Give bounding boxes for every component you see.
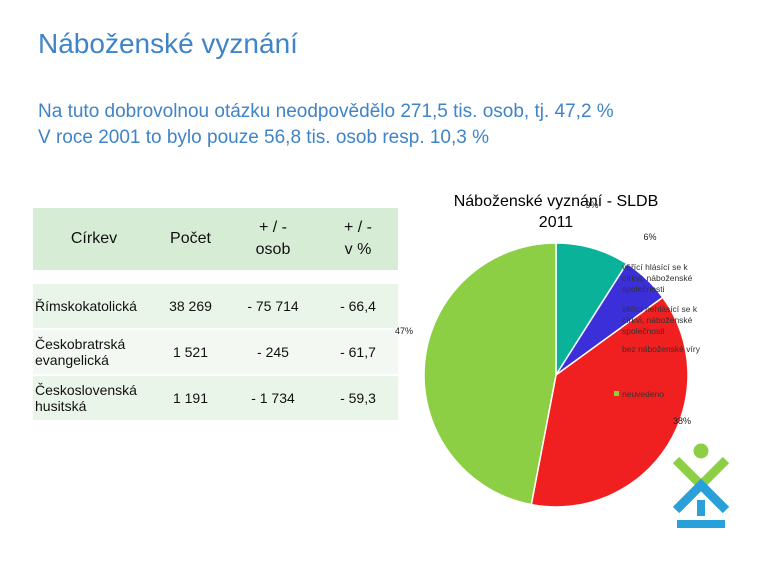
header-change-persons: + / - osob bbox=[228, 208, 318, 284]
pie-percent-label-2: 6% bbox=[643, 232, 656, 242]
header-count-label: Počet bbox=[170, 230, 211, 247]
pie-slice-5 bbox=[423, 242, 557, 506]
pie-percent-label-3: 38% bbox=[673, 416, 691, 426]
table-header-row: Církev Počet + / - osob + / - v % bbox=[33, 208, 398, 284]
chart-title-line-2: 2011 bbox=[539, 214, 574, 231]
cell-change-persons: - 245 bbox=[228, 329, 318, 376]
header-line-2: osob bbox=[255, 241, 291, 258]
cell-change-persons: - 75 714 bbox=[228, 277, 318, 330]
header-line-1: + / - bbox=[258, 219, 287, 236]
legend-label-5: neuvedeno bbox=[622, 389, 664, 399]
cell-count: 1 191 bbox=[153, 375, 228, 422]
czso-logo-icon bbox=[672, 443, 730, 528]
header-line-2: v % bbox=[344, 241, 372, 258]
header-church-label: Církev bbox=[70, 230, 118, 247]
header-line-1: + / - bbox=[343, 219, 372, 236]
pie-percent-labels: 9% 6% 38% 47% bbox=[395, 200, 691, 426]
cell-church: Českobratrská evangelická bbox=[33, 329, 153, 376]
intro-line-1: Na tuto dobrovolnou otázku neodpovědělo … bbox=[38, 101, 614, 122]
pie-percent-label-1: 9% bbox=[585, 200, 598, 210]
legend-label-2: věřící nehlásící se k církvi, náboženské s… bbox=[622, 304, 698, 336]
table-row: Českobratrská evangelická 1 521 - 245 - … bbox=[33, 329, 398, 376]
legend-marker-1 bbox=[614, 264, 619, 269]
table-row: Československá husitská 1 191 - 1 734 - … bbox=[33, 375, 398, 422]
header-change-percent: + / - v % bbox=[318, 208, 398, 284]
legend-label-1: věřící hlásící se k církvi, náboženské spo… bbox=[622, 262, 693, 294]
legend-label-3: bez náboženské víry bbox=[622, 344, 701, 354]
cell-count: 38 269 bbox=[153, 277, 228, 330]
church-table: Církev Počet + / - osob + / - v % Římskoka… bbox=[33, 208, 398, 422]
pie-slices bbox=[423, 242, 689, 508]
cell-change-percent: - 66,4 bbox=[318, 277, 398, 330]
intro-text: Na tuto dobrovolnou otázku neodpovědělo … bbox=[38, 99, 738, 151]
cell-church: Římskokatolická bbox=[33, 277, 153, 330]
pie-slice-3 bbox=[530, 296, 689, 508]
table-row: Římskokatolická 38 269 - 75 714 - 66,4 bbox=[33, 277, 398, 330]
header-church: Církev bbox=[33, 208, 153, 284]
cell-change-percent: - 61,7 bbox=[318, 329, 398, 376]
legend-marker-2 bbox=[614, 306, 619, 311]
page-title: Náboženské vyznání bbox=[38, 28, 298, 59]
chart-title-line-1: Náboženské vyznání - SLDB bbox=[454, 193, 659, 210]
cell-change-percent: - 59,3 bbox=[318, 375, 398, 422]
intro-line-2: V roce 2001 to bylo pouze 56,8 tis. osob… bbox=[38, 127, 490, 148]
cell-church: Československá husitská bbox=[33, 375, 153, 422]
header-count: Počet bbox=[153, 208, 228, 284]
cell-count: 1 521 bbox=[153, 329, 228, 376]
pie-legend: věřící hlásící se k církvi, náboženské spo… bbox=[614, 262, 701, 399]
legend-marker-5 bbox=[614, 391, 619, 396]
legend-marker-3 bbox=[614, 346, 619, 351]
cell-change-persons: - 1 734 bbox=[228, 375, 318, 422]
pie-percent-label-5: 47% bbox=[395, 326, 413, 336]
